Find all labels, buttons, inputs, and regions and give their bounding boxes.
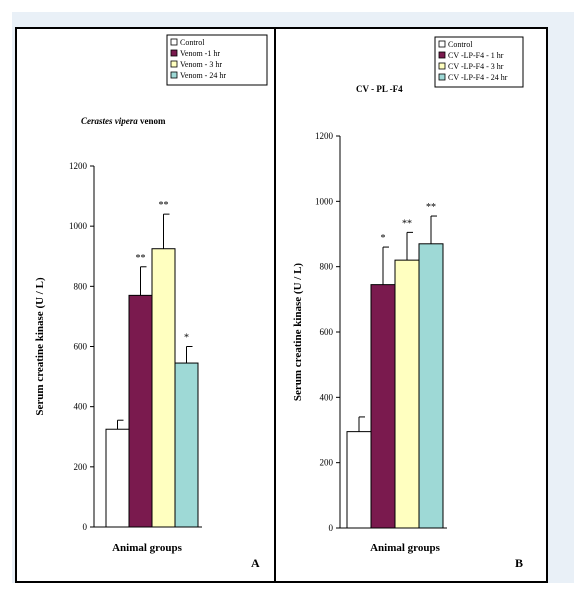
panel-b-significance-mark: ** [402, 218, 412, 229]
panel-a-significance-mark: ** [136, 253, 146, 264]
panel-a-legend-swatch [170, 71, 178, 79]
panel-a-legend-swatch [170, 60, 178, 68]
panel-b-bar [418, 243, 444, 529]
panel-b-y-tick-label: 400 [320, 392, 334, 402]
panel-b-bar [370, 284, 396, 529]
panel-a-y-tick-label: 0 [83, 522, 88, 532]
panel-b-y-tick-label: 200 [320, 458, 334, 468]
panel-a-legend-swatch [170, 49, 178, 57]
panel-b-legend-box [434, 36, 524, 88]
panel-a-significance-mark: * [184, 333, 189, 344]
panel-b-legend-label: CV -LP-F4 - 1 hr [448, 51, 504, 60]
two-panel-bar-chart: Cerastes vipera venom A CV - PL -F4 B 0 2… [34, 29, 524, 581]
panel-b-legend-swatch [438, 40, 446, 48]
panel-b-legend-label: Control [448, 40, 473, 49]
panel-b-legend-swatch [438, 62, 446, 70]
panel-b-legend-swatch [438, 73, 446, 81]
panel-b-title: CV - PL -F4 [356, 84, 403, 94]
panel-a-title-plain: venom [138, 116, 166, 126]
panel-a-legend-label: Control [180, 38, 205, 47]
panel-b-y-axis-title: Serum creatine kinase (U / L) [292, 263, 304, 402]
panel-a-legend-label: Venom -1 hr [180, 49, 220, 58]
panel-a-legend-label: Venom - 24 hr [180, 71, 226, 80]
panel-a-legend-box [166, 34, 268, 86]
panel-a-y-tick-label: 800 [74, 281, 88, 291]
panel-a-y-tick-label: 200 [74, 462, 88, 472]
panel-b-y-tick-label: 800 [320, 262, 334, 272]
panel-b-legend-swatch [438, 51, 446, 59]
panel-a-legend-swatch [170, 38, 178, 46]
panel-b-legend-label: CV -LP-F4 - 3 hr [448, 62, 504, 71]
panel-a-y-axis-title: Serum creatine kinase (U / L) [34, 277, 46, 416]
panel-b-y-tick-label: 0 [329, 523, 334, 533]
panel-a-legend-label: Venom - 3 hr [180, 60, 222, 69]
panel-a-y-tick-label: 1200 [69, 161, 88, 171]
panel-b-significance-mark: * [381, 233, 386, 244]
panel-a-significance-mark: ** [159, 200, 169, 211]
panel-b-y-tick-label: 600 [320, 327, 334, 337]
panel-b-y-tick-label: 1000 [315, 196, 334, 206]
panel-a-bar [105, 428, 130, 528]
panel-b-x-axis-title: Animal groups [370, 542, 441, 554]
figure-border: Cerastes vipera venom A CV - PL -F4 B 0 2… [15, 27, 548, 583]
panel-a-x-axis-title: Animal groups [112, 542, 183, 554]
panel-a-bar [151, 248, 176, 528]
panel-a-y-tick-label: 400 [74, 402, 88, 412]
panel-b-significance-mark: ** [426, 202, 436, 213]
panel-b-y-tick-label: 1200 [315, 131, 334, 141]
panel-a-y-tick-label: 1000 [69, 221, 88, 231]
panel-b-legend-label: CV -LP-F4 - 24 hr [448, 73, 508, 82]
panel-b-bar [346, 431, 372, 529]
panel-b-bar [394, 259, 420, 529]
panel-a-title: Cerastes vipera venom [81, 116, 166, 126]
panel-b-letter: B [515, 556, 523, 570]
panel-a-y-tick-label: 600 [74, 342, 88, 352]
panel-a-bar [128, 294, 153, 528]
panel-a-title-italic: Cerastes vipera [81, 116, 138, 126]
panel-a-bar [174, 362, 199, 528]
panel-a-letter: A [251, 556, 260, 570]
